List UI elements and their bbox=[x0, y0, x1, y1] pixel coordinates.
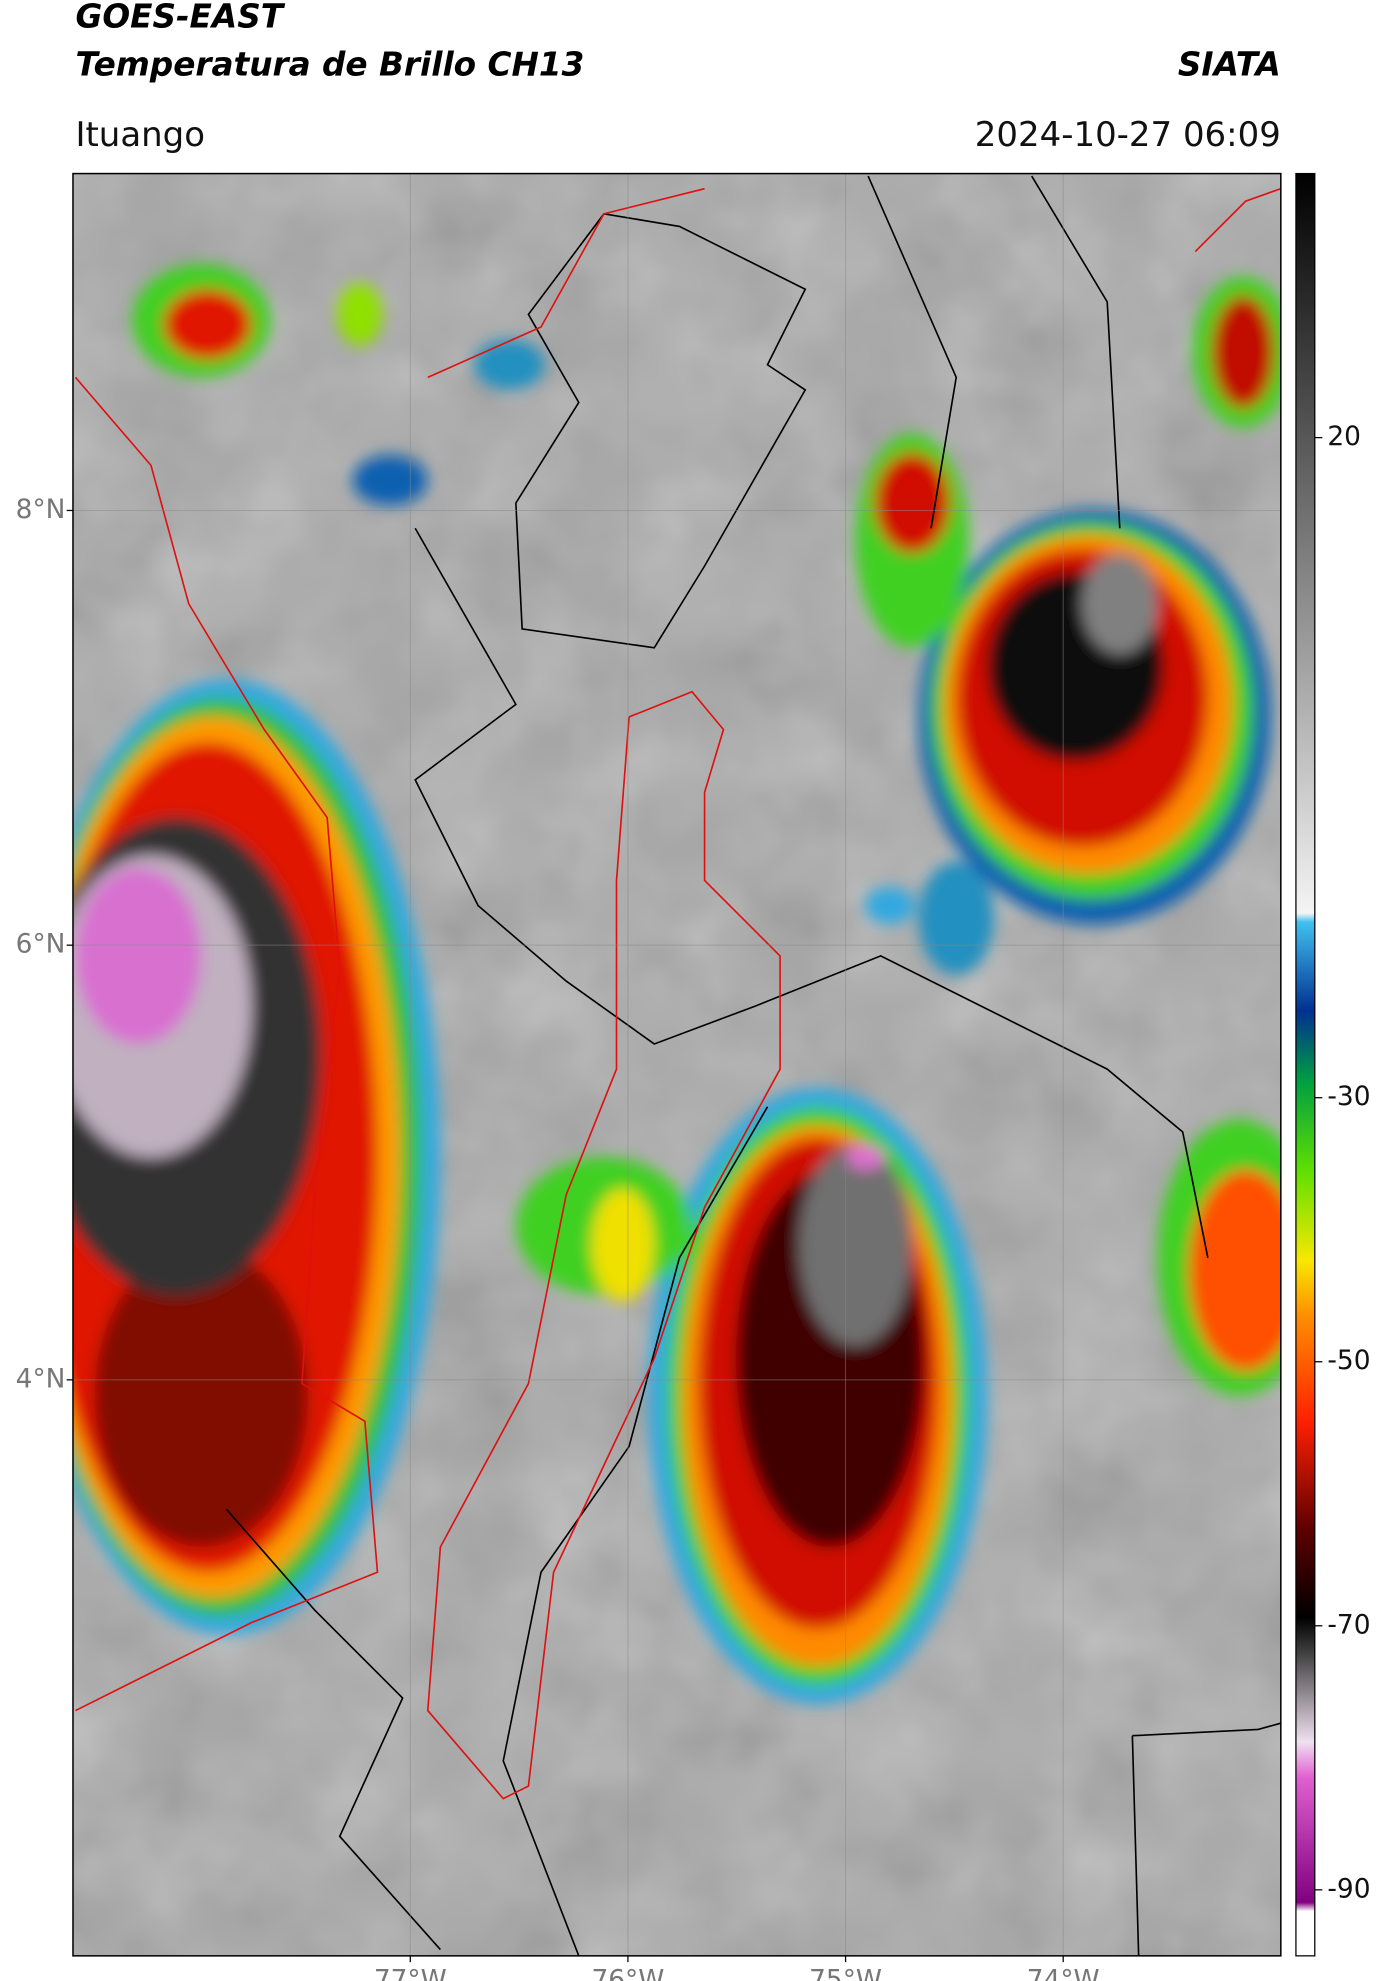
colorbar-tick-label: -50 bbox=[1327, 1345, 1370, 1376]
map-frame bbox=[72, 172, 1282, 1957]
y-tick-label: 8°N bbox=[16, 494, 66, 525]
colorbar-tick-label: -70 bbox=[1327, 1609, 1370, 1640]
subtitle: Temperatura de Brillo CH13 bbox=[75, 45, 584, 83]
colorbar-tick-label: -90 bbox=[1327, 1873, 1370, 1904]
region: Ituango bbox=[75, 115, 205, 155]
y-tick-label: 4°N bbox=[16, 1363, 66, 1394]
agency: SIATA bbox=[1178, 45, 1281, 83]
y-tick-label: 6°N bbox=[16, 929, 66, 960]
satellite-image bbox=[72, 173, 1281, 1956]
colorbar bbox=[1295, 172, 1316, 1957]
x-tick-label: 75°W bbox=[809, 1965, 882, 1981]
colorbar-tick-label: -30 bbox=[1327, 1081, 1370, 1112]
x-tick-label: 76°W bbox=[591, 1965, 664, 1981]
title: GOES-EAST bbox=[75, 0, 285, 36]
datetime: 2024-10-27 06:09 bbox=[975, 115, 1281, 155]
colorbar-tick-label: 20 bbox=[1327, 421, 1361, 452]
x-tick-label: 77°W bbox=[374, 1965, 447, 1981]
graticule bbox=[72, 173, 1281, 1956]
x-tick-label: 74°W bbox=[1027, 1965, 1100, 1981]
